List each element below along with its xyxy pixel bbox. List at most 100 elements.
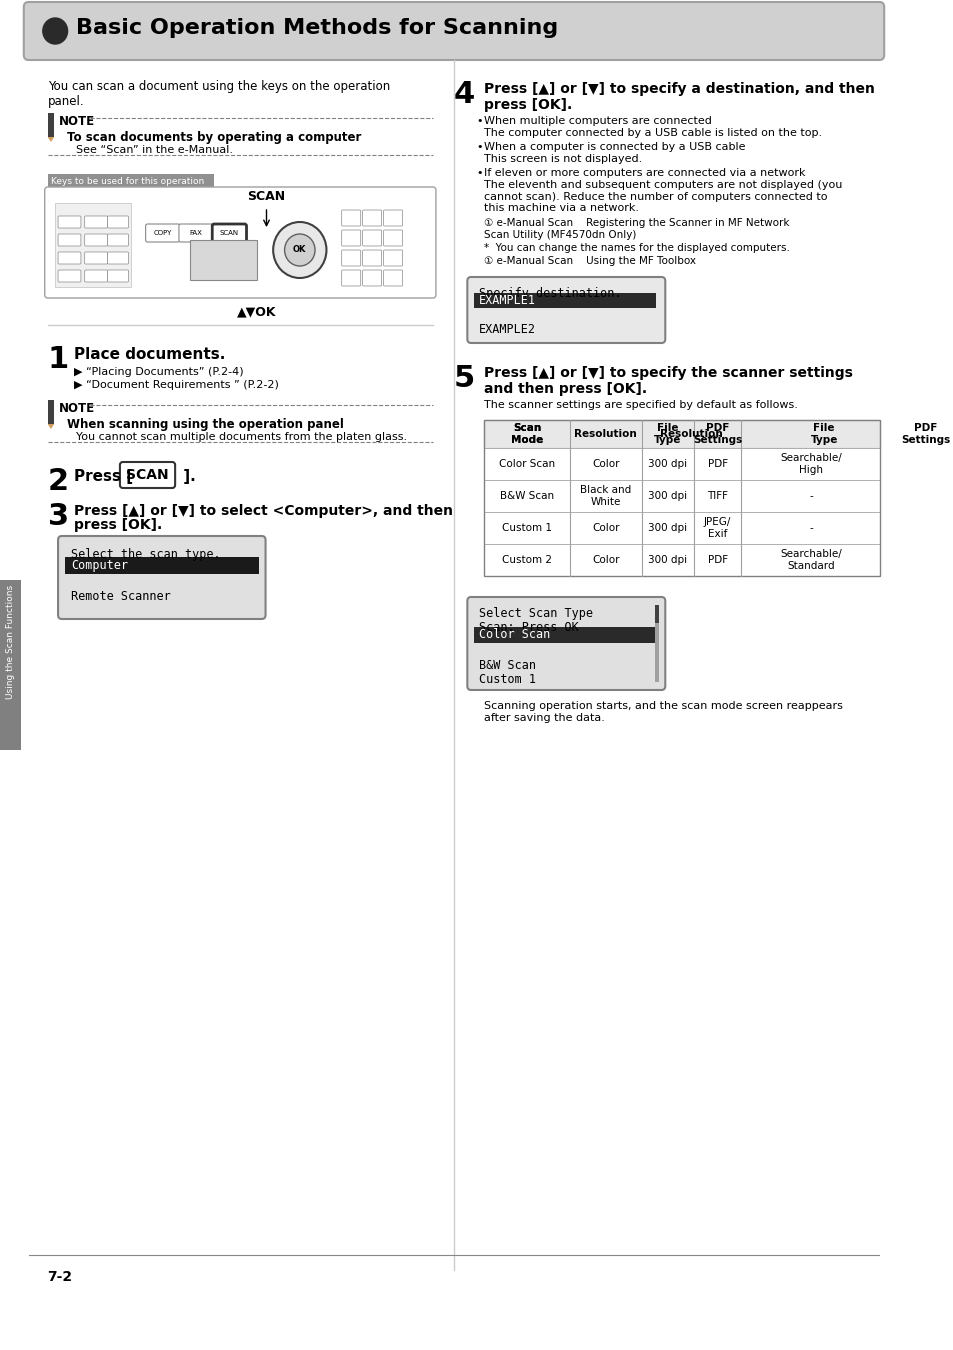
FancyBboxPatch shape	[383, 270, 402, 286]
Text: 1: 1	[48, 346, 69, 374]
Text: -: -	[808, 491, 812, 501]
Text: Black and
White: Black and White	[579, 485, 631, 506]
Text: The computer connected by a USB cable is listed on the top.: The computer connected by a USB cable is…	[484, 128, 821, 138]
Text: Press [▲] or [▼] to specify the scanner settings: Press [▲] or [▼] to specify the scanner …	[484, 366, 852, 379]
Text: 3: 3	[48, 502, 69, 531]
Text: JPEG/
Exif: JPEG/ Exif	[703, 517, 731, 539]
Text: Keys to be used for this operation: Keys to be used for this operation	[51, 177, 205, 186]
Text: ① e-Manual Scan    Using the MF Toolbox: ① e-Manual Scan Using the MF Toolbox	[484, 256, 696, 266]
Text: Custom 2: Custom 2	[502, 555, 552, 566]
Text: Press [▲] or [▼] to specify a destination, and then: Press [▲] or [▼] to specify a destinatio…	[484, 82, 875, 96]
FancyBboxPatch shape	[146, 224, 180, 242]
Text: Color Scan: Color Scan	[498, 459, 555, 468]
Text: If eleven or more computers are connected via a network: If eleven or more computers are connecte…	[484, 167, 805, 178]
Text: You cannot scan multiple documents from the platen glass.: You cannot scan multiple documents from …	[76, 432, 407, 441]
FancyBboxPatch shape	[85, 270, 108, 282]
Circle shape	[273, 221, 326, 278]
Text: ▶ “Document Requirements ” (P.2-2): ▶ “Document Requirements ” (P.2-2)	[74, 379, 279, 390]
FancyBboxPatch shape	[383, 230, 402, 246]
Bar	[48, 174, 213, 190]
FancyBboxPatch shape	[58, 234, 81, 246]
Text: 300 dpi: 300 dpi	[647, 555, 686, 566]
Text: Scanning operation starts, and the scan mode screen reappears: Scanning operation starts, and the scan …	[484, 701, 842, 711]
Bar	[48, 400, 54, 424]
Polygon shape	[48, 424, 54, 429]
Text: after saving the data.: after saving the data.	[484, 713, 605, 724]
Bar	[65, 558, 258, 574]
FancyBboxPatch shape	[362, 270, 381, 286]
Text: Searchable/
High: Searchable/ High	[780, 454, 841, 475]
Bar	[55, 202, 132, 288]
Text: ▶ “Placing Documents” (P.2-4): ▶ “Placing Documents” (P.2-4)	[74, 367, 244, 377]
Text: SCAN: SCAN	[219, 230, 238, 236]
Text: •: •	[476, 167, 482, 178]
Bar	[0, 580, 21, 751]
Text: The eleventh and subsequent computers are not displayed (you
cannot scan). Reduc: The eleventh and subsequent computers ar…	[484, 180, 841, 213]
FancyBboxPatch shape	[58, 216, 81, 228]
Text: When multiple computers are connected: When multiple computers are connected	[484, 116, 712, 126]
FancyBboxPatch shape	[108, 252, 129, 265]
Text: Computer: Computer	[71, 559, 129, 571]
FancyBboxPatch shape	[120, 462, 175, 487]
Text: *  You can change the names for the displayed computers.: * You can change the names for the displ…	[484, 243, 789, 252]
Text: Searchable/
Standard: Searchable/ Standard	[780, 549, 841, 571]
Text: ].: ].	[178, 468, 195, 485]
Text: NOTE: NOTE	[59, 115, 95, 128]
Bar	[474, 293, 655, 308]
FancyBboxPatch shape	[85, 216, 108, 228]
Text: Using the Scan Functions: Using the Scan Functions	[6, 585, 15, 699]
Text: PDF
Settings: PDF Settings	[901, 423, 950, 444]
Text: You can scan a document using the keys on the operation: You can scan a document using the keys o…	[48, 80, 390, 93]
Bar	[484, 420, 880, 448]
Bar	[484, 544, 880, 576]
FancyBboxPatch shape	[58, 536, 265, 620]
FancyBboxPatch shape	[24, 1, 883, 59]
Text: B&W Scan: B&W Scan	[499, 491, 554, 501]
Text: Custom 1: Custom 1	[502, 522, 552, 533]
FancyBboxPatch shape	[58, 252, 81, 265]
Bar	[48, 113, 54, 136]
Text: PDF
Settings: PDF Settings	[692, 423, 741, 444]
Text: Resolution: Resolution	[659, 429, 721, 439]
Text: FAX: FAX	[190, 230, 202, 236]
Text: Remote Scanner: Remote Scanner	[71, 590, 171, 603]
Text: Color: Color	[592, 555, 618, 566]
Bar	[484, 481, 880, 512]
FancyBboxPatch shape	[467, 277, 664, 343]
Text: Select the scan type.: Select the scan type.	[71, 548, 221, 562]
FancyBboxPatch shape	[341, 250, 360, 266]
Text: TIFF: TIFF	[706, 491, 727, 501]
Text: B&W Scan: B&W Scan	[478, 659, 536, 672]
FancyBboxPatch shape	[108, 216, 129, 228]
Text: Scan: Press OK: Scan: Press OK	[478, 621, 578, 634]
Text: Color: Color	[592, 459, 618, 468]
Text: Scan
Mode: Scan Mode	[511, 423, 543, 444]
Polygon shape	[48, 136, 54, 142]
Text: •: •	[476, 142, 482, 153]
Text: Resolution: Resolution	[574, 429, 637, 439]
Text: Color: Color	[592, 522, 618, 533]
Text: Press [▲] or [▼] to select <Computer>, and then: Press [▲] or [▼] to select <Computer>, a…	[74, 504, 453, 518]
FancyBboxPatch shape	[108, 270, 129, 282]
Text: SCAN: SCAN	[126, 468, 169, 482]
FancyBboxPatch shape	[362, 211, 381, 225]
Text: File
Type: File Type	[654, 423, 680, 444]
Circle shape	[284, 234, 314, 266]
Text: File
Type: File Type	[810, 423, 837, 444]
FancyBboxPatch shape	[58, 270, 81, 282]
FancyBboxPatch shape	[341, 270, 360, 286]
Text: Basic Operation Methods for Scanning: Basic Operation Methods for Scanning	[76, 18, 558, 38]
Text: 7-2: 7-2	[48, 1270, 72, 1284]
Text: panel.: panel.	[48, 95, 84, 108]
Text: 5: 5	[454, 364, 475, 393]
Text: ① e-Manual Scan    Registering the Scanner in MF Network: ① e-Manual Scan Registering the Scanner …	[484, 217, 789, 228]
FancyBboxPatch shape	[45, 188, 436, 298]
Bar	[654, 605, 658, 682]
Text: This screen is not displayed.: This screen is not displayed.	[484, 154, 642, 163]
Bar	[484, 512, 880, 544]
Text: To scan documents by operating a computer: To scan documents by operating a compute…	[67, 131, 360, 144]
Text: COPY: COPY	[153, 230, 172, 236]
Text: Color Scan: Color Scan	[478, 629, 550, 641]
Text: PDF: PDF	[707, 459, 727, 468]
Text: press [OK].: press [OK].	[74, 518, 162, 532]
